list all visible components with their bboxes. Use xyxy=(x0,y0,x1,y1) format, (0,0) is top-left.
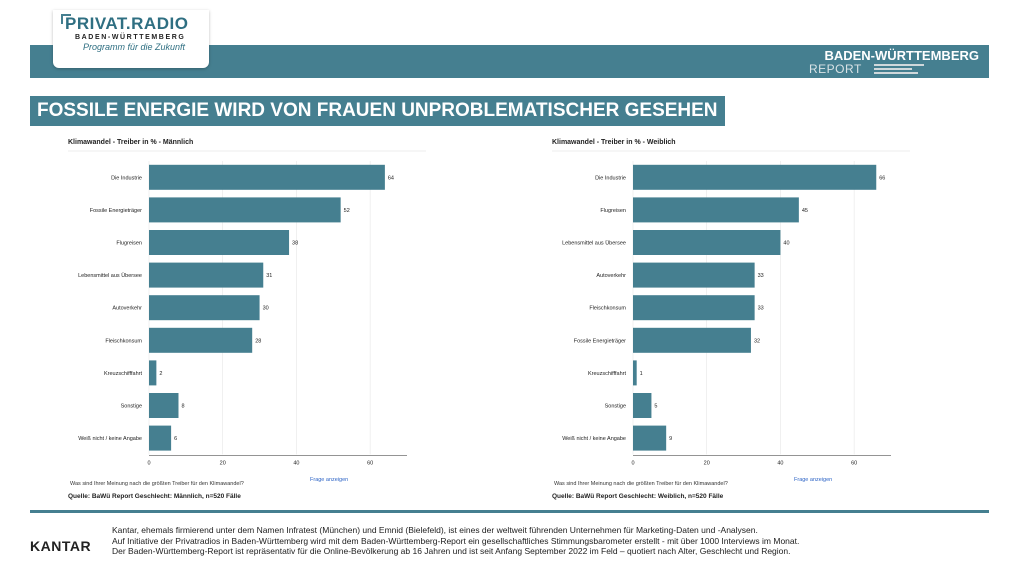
category-label: Kreuzschifffahrt xyxy=(104,371,142,377)
bar xyxy=(149,230,290,255)
data-label: 64 xyxy=(388,175,394,181)
category-label: Autoverkehr xyxy=(596,273,626,279)
data-label: 1 xyxy=(640,371,643,377)
category-label: Kreuzschifffahrt xyxy=(588,371,626,377)
chart-question: Was sind Ihrer Meinung nach die größten … xyxy=(70,481,244,487)
tick-label: 20 xyxy=(704,460,710,466)
bar xyxy=(633,230,781,255)
category-label: Flugreisen xyxy=(116,241,142,247)
category-label: Sonstige xyxy=(605,404,626,410)
chart-question: Was sind Ihrer Meinung nach die größten … xyxy=(554,481,728,487)
report-subtitle: REPORT xyxy=(809,62,862,76)
bar xyxy=(149,262,264,288)
frage-anzeigen-link[interactable]: Frage anzeigen xyxy=(310,477,349,483)
bar xyxy=(149,164,385,190)
bar xyxy=(633,327,751,353)
data-label: 66 xyxy=(879,175,885,181)
chart-title: Klimawandel - Treiber in % - Männlich xyxy=(68,139,194,146)
report-decoration xyxy=(874,64,924,74)
frage-anzeigen-link[interactable]: Frage anzeigen xyxy=(794,477,833,483)
chart-maennlich: Klimawandel - Treiber in % - Männlich Di… xyxy=(68,134,430,506)
category-label: Weiß nicht / keine Angabe xyxy=(78,436,142,442)
category-label: Fleischkonsum xyxy=(105,338,142,344)
chart-title: Klimawandel - Treiber in % - Weiblich xyxy=(552,139,676,146)
logo-corner-mark xyxy=(61,14,71,24)
footer-text-line: Auf Initiative der Privatradios in Baden… xyxy=(112,535,800,546)
bar xyxy=(633,197,799,223)
logo-title: PRIVAT.RADIO xyxy=(65,14,189,33)
category-label: Die Industrie xyxy=(595,175,626,181)
bar xyxy=(633,295,755,321)
bar xyxy=(149,327,253,353)
logo-tagline: Programm für die Zukunft xyxy=(83,42,186,52)
chart-source: Quelle: BaWü Report Geschlecht: Weiblich… xyxy=(552,493,724,500)
footer-text-line: Kantar, ehemals firmierend unter dem Nam… xyxy=(112,525,758,535)
data-label: 32 xyxy=(754,338,760,344)
bar xyxy=(149,393,179,418)
category-label: Die Industrie xyxy=(111,175,142,181)
data-label: 33 xyxy=(758,273,764,279)
privat-radio-logo[interactable]: PRIVAT.RADIO BADEN-WÜRTTEMBERG Programm … xyxy=(53,10,209,68)
bar xyxy=(633,393,652,418)
category-label: Lebensmittel aus Übersee xyxy=(78,272,142,279)
category-label: Fossile Energieträger xyxy=(574,338,626,344)
bar xyxy=(633,262,755,288)
data-label: 6 xyxy=(174,436,177,442)
bar xyxy=(633,425,667,451)
category-label: Sonstige xyxy=(121,404,142,410)
data-label: 31 xyxy=(266,273,272,279)
category-label: Fossile Energieträger xyxy=(90,208,142,214)
data-label: 40 xyxy=(783,241,789,247)
tick-label: 60 xyxy=(851,460,857,466)
tick-label: 40 xyxy=(293,460,299,466)
footer-divider xyxy=(30,510,989,513)
data-label: 5 xyxy=(654,404,657,410)
data-label: 38 xyxy=(292,241,298,247)
chart-svg: Die Industrie 66 Flugreisen 45 Lebensmittel … xyxy=(552,150,910,466)
data-label: 28 xyxy=(255,338,261,344)
data-label: 45 xyxy=(802,208,808,214)
chart-weiblich: Klimawandel - Treiber in % - Weiblich Di… xyxy=(552,134,914,506)
category-label: Lebensmittel aus Übersee xyxy=(562,240,626,247)
tick-label: 0 xyxy=(147,460,150,466)
category-label: Fleischkonsum xyxy=(589,306,626,312)
footer-text-line: Der Baden-Württemberg-Report ist repräse… xyxy=(112,546,791,556)
data-label: 30 xyxy=(263,306,269,312)
category-label: Flugreisen xyxy=(600,208,626,214)
bar xyxy=(149,197,341,223)
footer-text: Kantar, ehemals firmierend unter dem Nam… xyxy=(112,525,982,557)
category-label: Autoverkehr xyxy=(112,306,142,312)
data-label: 33 xyxy=(758,306,764,312)
bar xyxy=(633,164,877,190)
data-label: 8 xyxy=(181,404,184,410)
bar xyxy=(149,360,157,386)
data-label: 2 xyxy=(159,371,162,377)
report-title: BADEN-WÜRTTEMBERG xyxy=(824,48,979,63)
data-label: 52 xyxy=(344,208,350,214)
tick-label: 0 xyxy=(631,460,634,466)
data-label: 9 xyxy=(669,436,672,442)
tick-label: 40 xyxy=(777,460,783,466)
tick-label: 20 xyxy=(220,460,226,466)
category-label: Weiß nicht / keine Angabe xyxy=(562,436,626,442)
chart-svg: Die Industrie 64 Fossile Energieträger 52 Fl… xyxy=(68,150,426,466)
logo-subtitle: BADEN-WÜRTTEMBERG xyxy=(75,34,186,41)
bar xyxy=(149,425,172,451)
page-headline: FOSSILE ENERGIE WIRD VON FRAUEN UNPROBLE… xyxy=(30,96,725,126)
bar xyxy=(633,360,637,386)
tick-label: 60 xyxy=(367,460,373,466)
bar xyxy=(149,295,260,321)
kantar-logo: KANTAR xyxy=(30,538,92,554)
chart-source: Quelle: BaWü Report Geschlecht: Männlich… xyxy=(68,493,241,500)
